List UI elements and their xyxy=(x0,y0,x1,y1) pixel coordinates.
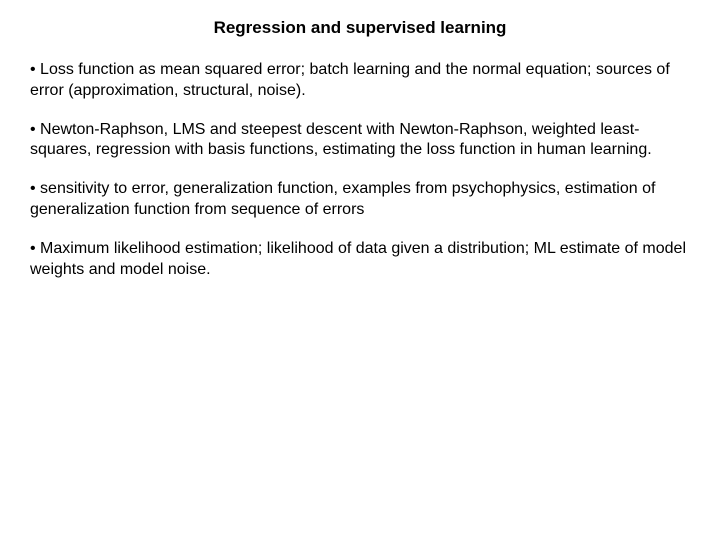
bullet-text: Loss function as mean squared error; bat… xyxy=(30,61,670,99)
bullet-marker-icon: • xyxy=(30,180,40,197)
bullet-item: • Loss function as mean squared error; b… xyxy=(30,60,690,102)
bullet-item: • Maximum likelihood estimation; likelih… xyxy=(30,239,690,281)
page-title: Regression and supervised learning xyxy=(30,18,690,38)
bullet-text: sensitivity to error, generalization fun… xyxy=(30,180,655,218)
bullet-marker-icon: • xyxy=(30,121,40,138)
bullet-item: • sensitivity to error, generalization f… xyxy=(30,179,690,221)
bullet-text: Maximum likelihood estimation; likelihoo… xyxy=(30,240,686,278)
bullet-item: • Newton-Raphson, LMS and steepest desce… xyxy=(30,120,690,162)
bullet-text: Newton-Raphson, LMS and steepest descent… xyxy=(30,121,652,159)
bullet-marker-icon: • xyxy=(30,240,40,257)
bullet-marker-icon: • xyxy=(30,61,40,78)
